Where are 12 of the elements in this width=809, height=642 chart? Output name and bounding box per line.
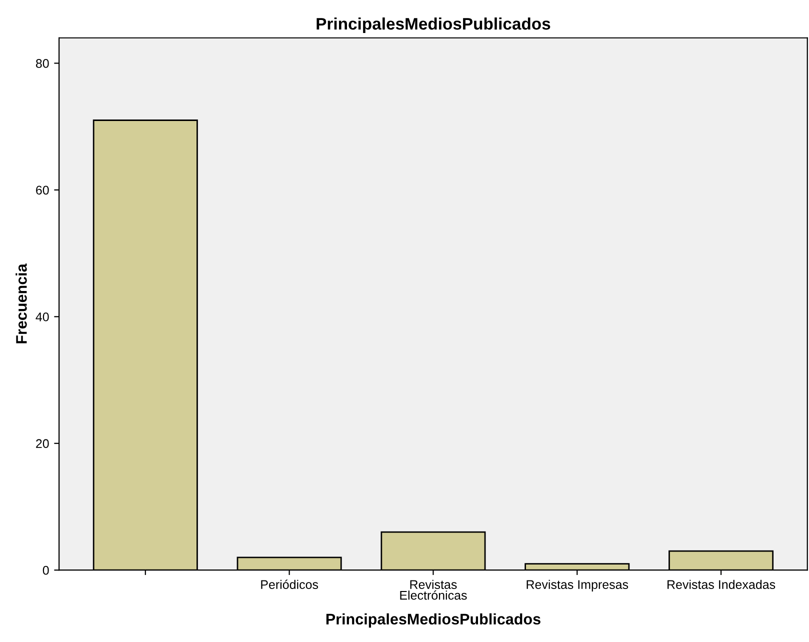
y-tick-label: 60 (36, 186, 49, 195)
x-tick-label: Revistas Impresas (526, 580, 628, 592)
x-tick-label: Periódicos (261, 580, 318, 589)
y-tick-label: 20 (36, 439, 49, 448)
x-tick-label: Revistas Electrónicas (400, 580, 467, 600)
y-tick-label: 0 (42, 566, 49, 575)
x-axis-title: PrincipalesMediosPublicados (326, 613, 540, 628)
y-axis-title: Frecuencia (16, 264, 27, 344)
y-tick-label: 40 (36, 312, 49, 322)
x-tick-label: Revistas Indexadas (668, 580, 776, 589)
chart-title: PrincipalesMediosPublicados (316, 17, 550, 34)
y-tick-label: 80 (36, 59, 49, 68)
